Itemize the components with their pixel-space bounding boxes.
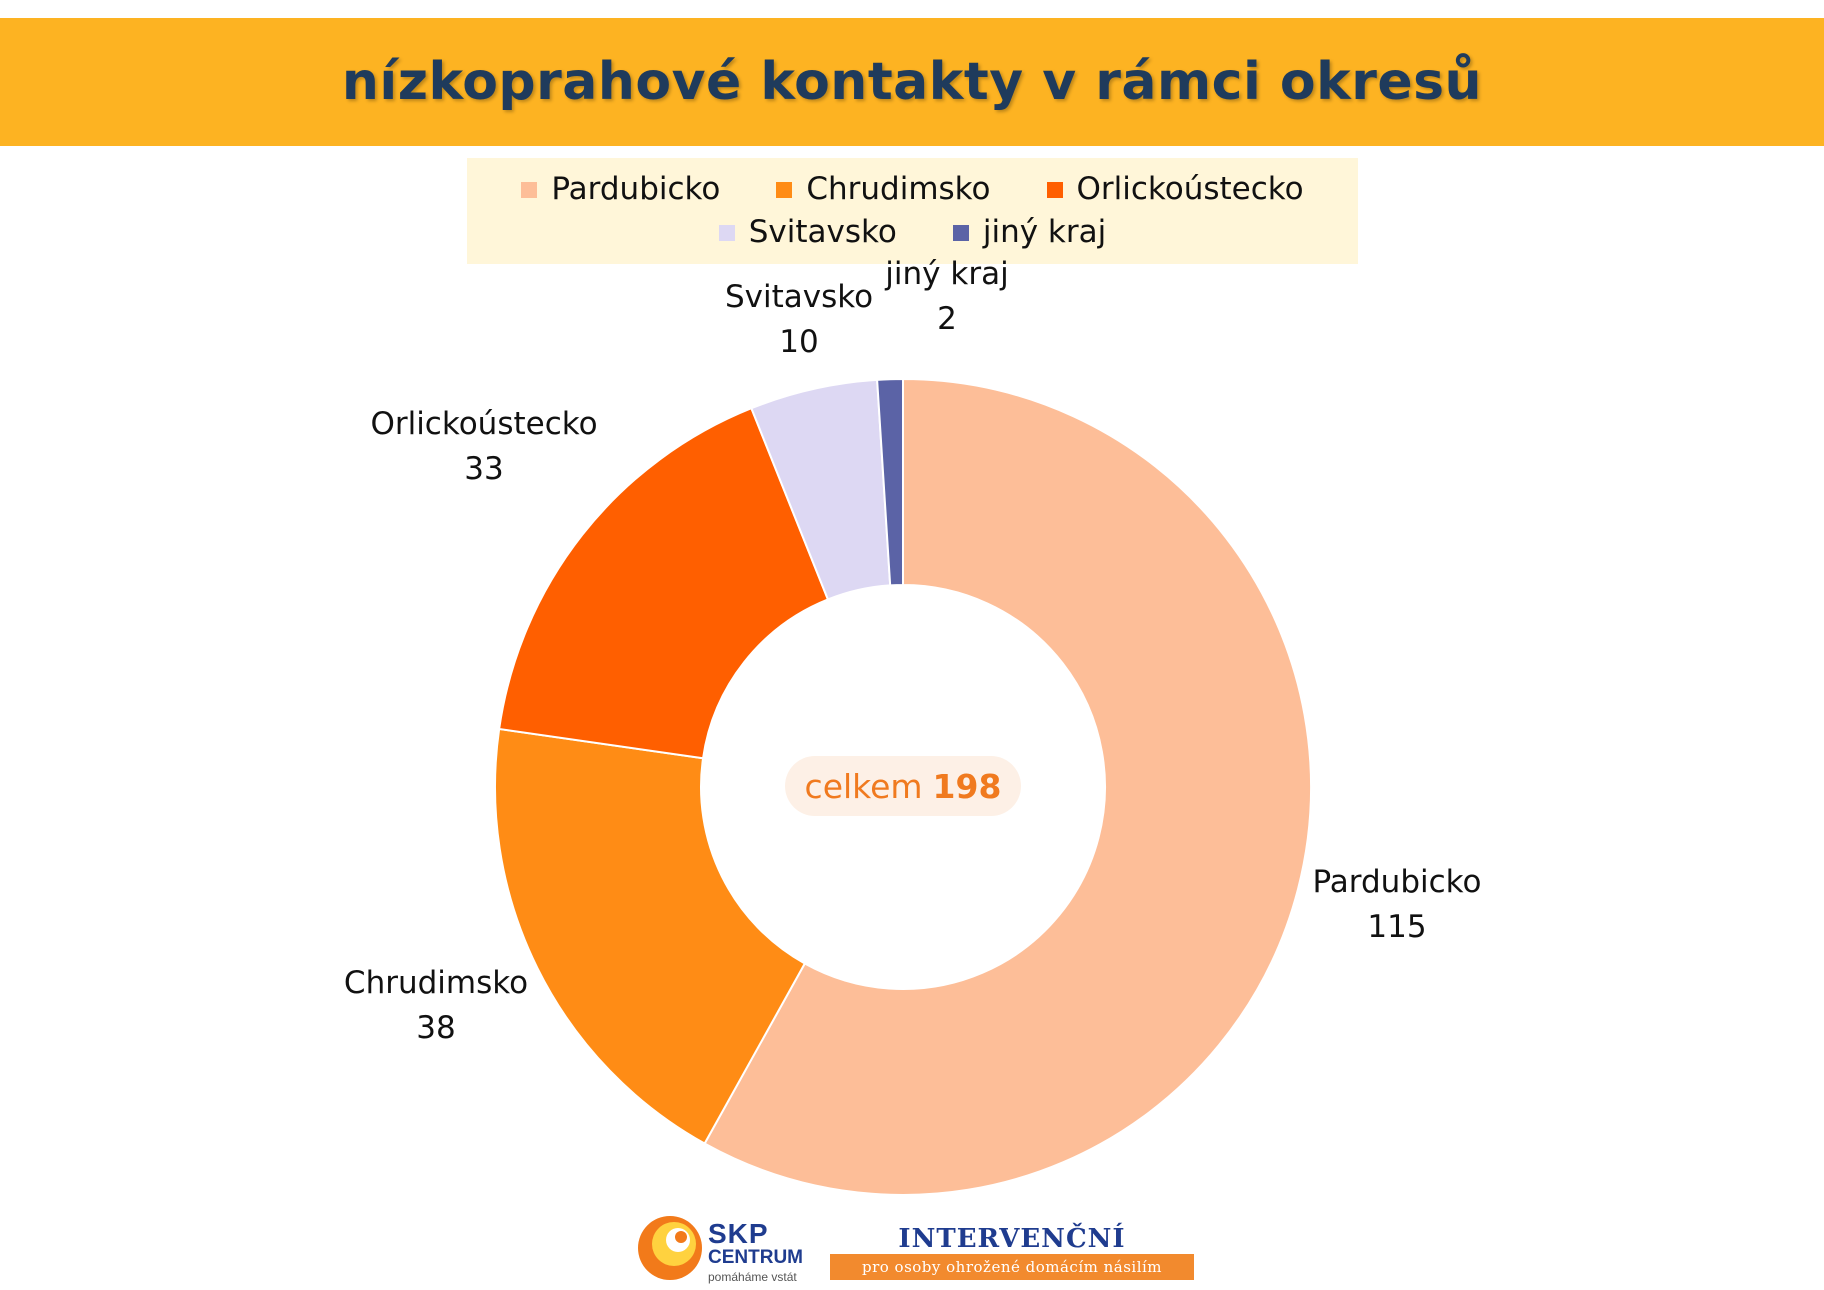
legend-label-orlickoustecko: Orlickoústecko	[1076, 171, 1304, 207]
skp-brand: SKP CENTRUM pomáháme vstát	[708, 1218, 803, 1285]
slice-label-name: jiný kraj	[884, 256, 1008, 292]
legend-label-jiny-kraj: jiný kraj	[982, 214, 1107, 250]
slice-label-value: 10	[779, 324, 818, 360]
ic-subtitle: pro osoby ohrožené domácím násilím	[830, 1254, 1194, 1280]
legend-item-jiny-kraj: jiný kraj	[952, 211, 1107, 254]
legend-label-svitavsko: Svitavsko	[748, 214, 897, 250]
total-prefix: celkem	[804, 766, 923, 806]
skp-title: SKP	[708, 1218, 769, 1249]
legend-row-2: Svitavsko jiný kraj	[718, 211, 1107, 254]
slice-label-name: Svitavsko	[725, 279, 873, 315]
donut-slice-chrudimsko	[494, 727, 807, 1145]
slice-label-value: 2	[937, 301, 957, 337]
legend-swatch-pardubicko	[521, 181, 538, 198]
total-value: 198	[932, 766, 1002, 806]
skp-subtitle: CENTRUM	[708, 1247, 803, 1268]
chart-legend: Pardubicko Chrudimsko Orlickoústecko Svi…	[467, 158, 1358, 264]
slice-label-name: Orlickoústecko	[370, 406, 597, 442]
legend-item-chrudimsko: Chrudimsko	[776, 168, 991, 211]
legend-item-svitavsko: Svitavsko	[718, 211, 897, 254]
legend-swatch-chrudimsko	[776, 181, 793, 198]
donut-slice-pardubicko	[703, 377, 1312, 1196]
legend-item-orlickoustecko: Orlickoústecko	[1046, 168, 1304, 211]
donut-slice-jin-kraj	[876, 377, 904, 587]
donut-slice-orlicko-stecko	[498, 406, 830, 760]
legend-row-1: Pardubicko Chrudimsko Orlickoústecko	[521, 168, 1304, 211]
skp-motto: pomáháme vstát	[708, 1270, 797, 1284]
slice-label-value: 115	[1367, 909, 1426, 945]
slice-label-name: Pardubicko	[1313, 864, 1482, 900]
legend-swatch-svitavsko	[718, 224, 735, 241]
legend-item-pardubicko: Pardubicko	[521, 168, 720, 211]
legend-label-pardubicko: Pardubicko	[551, 171, 721, 207]
footer: SKP CENTRUM pomáháme vstát INTERVENČNÍ C…	[0, 1200, 1824, 1290]
skp-logo-icon	[638, 1216, 702, 1280]
legend-swatch-orlickoustecko	[1046, 181, 1063, 198]
page-title: nízkoprahové kontakty v rámci okresů	[341, 52, 1483, 112]
legend-label-chrudimsko: Chrudimsko	[806, 171, 991, 207]
slice-label-value: 38	[416, 1010, 455, 1046]
total-label: celkem 198	[785, 756, 1021, 816]
legend-swatch-jiny-kraj	[952, 224, 969, 241]
title-bar: nízkoprahové kontakty v rámci okresů	[0, 18, 1824, 146]
total-pill	[785, 756, 1021, 816]
slice-label-name: Chrudimsko	[344, 965, 528, 1001]
slice-label-value: 33	[464, 451, 503, 487]
